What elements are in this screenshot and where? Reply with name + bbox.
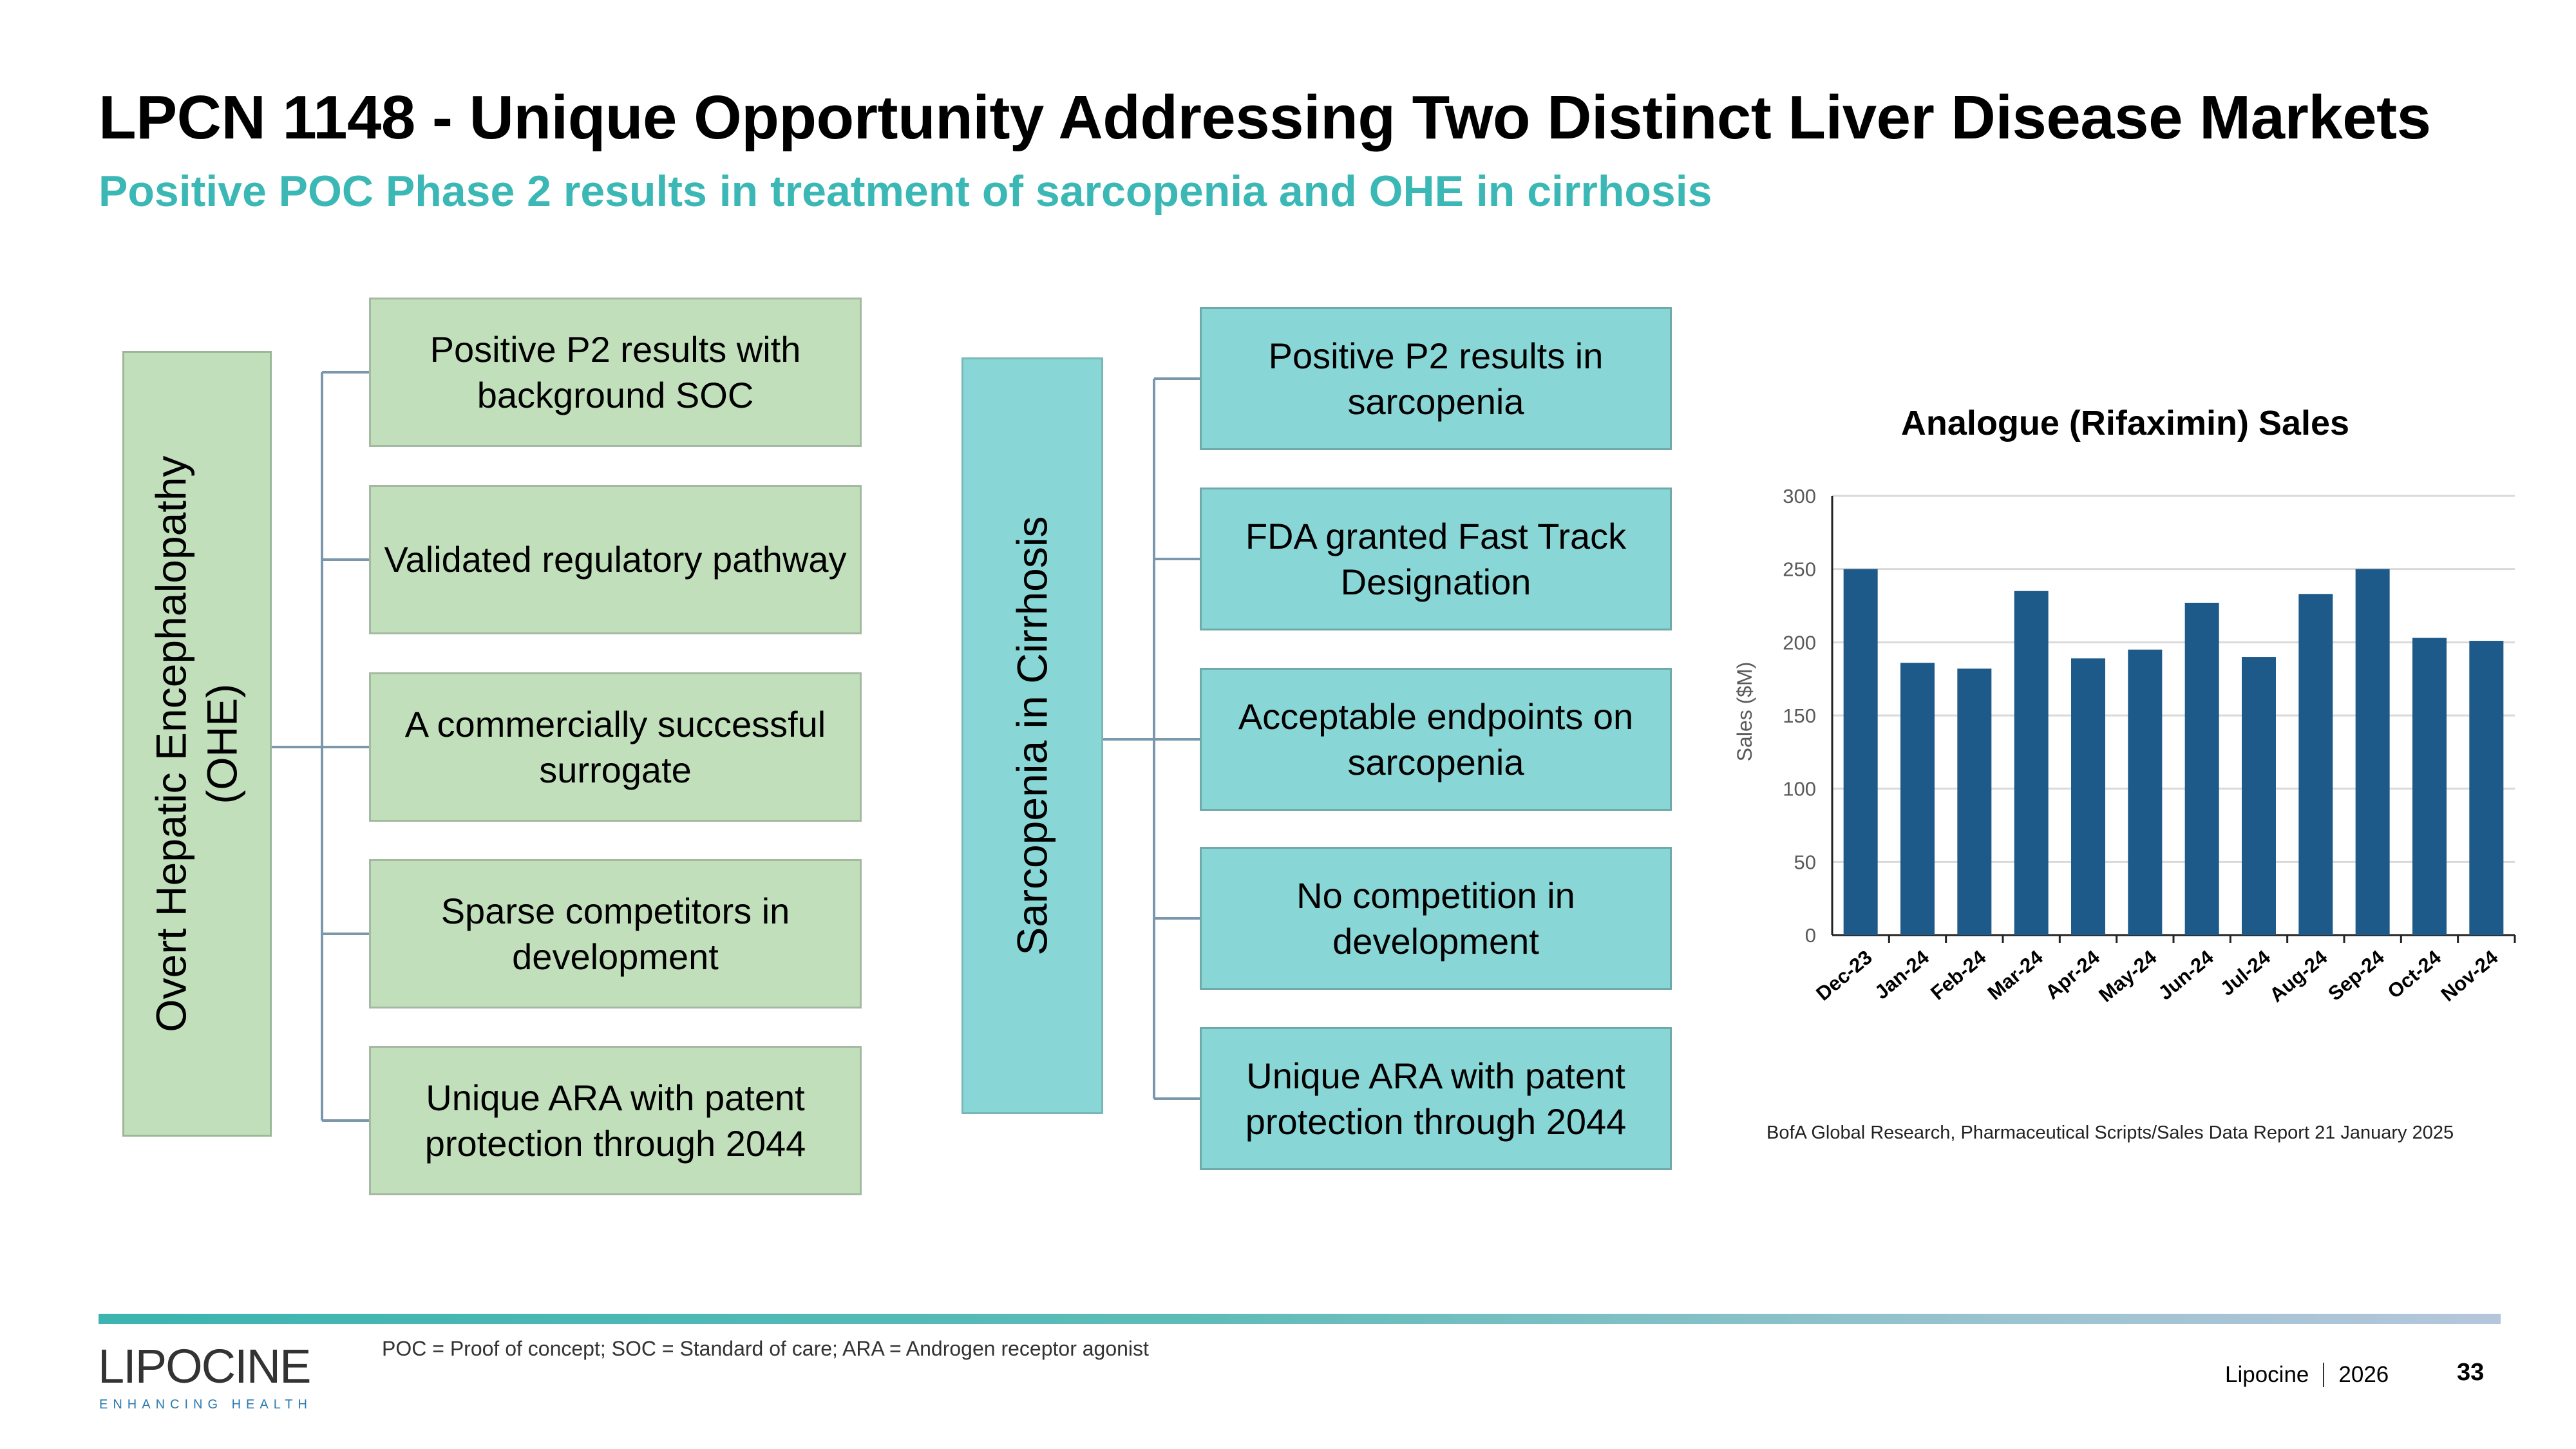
y-tick-label: 100 [1783,778,1816,800]
y-tick-label: 200 [1783,631,1816,654]
ohe-item-3: A commercially successful surrogate [369,672,862,822]
footer-year: 2026 [2338,1362,2389,1387]
sarcopenia-item-1: Positive P2 results in sarcopenia [1200,307,1672,450]
rifaximin-sales-chart: Analogue (Rifaximin) Sales Sales ($M) 0 5… [1733,404,2516,1007]
chart-bars [1843,569,2504,935]
lipocine-logo: LIPOCINE ENHANCING HEALTH [98,1340,312,1412]
x-tick-label: Aug-24 [2265,945,2332,1007]
x-tick-label: Oct-24 [2383,945,2446,1003]
ohe-root-box: Overt Hepatic Encephalopathy (OHE) [122,351,272,1137]
x-tick-label: Jul-24 [2216,945,2275,1000]
sarcopenia-item-4: No competition in development [1200,847,1672,990]
x-tick-label: Feb-24 [1926,945,1991,1005]
x-tick-label: Jan-24 [1870,945,1933,1003]
chart-source-note: BofA Global Research, Pharmaceutical Scr… [1766,1122,2454,1143]
abbreviations-footnote: POC = Proof of concept; SOC = Standard o… [382,1337,1149,1360]
bar-May-24 [2128,649,2163,935]
x-tick-label: Jun-24 [2154,945,2219,1005]
sarcopenia-item-3: Acceptable endpoints on sarcopenia [1200,668,1672,811]
footer-company: Lipocine [2225,1362,2309,1387]
x-tick-label: Nov-24 [2437,945,2503,1006]
bar-Dec-23 [1843,569,1878,935]
ohe-item-5: Unique ARA with patent protection through… [369,1046,862,1195]
footer-separator [2323,1363,2325,1387]
bar-Jun-24 [2184,602,2219,935]
sarcopenia-item-2: FDA granted Fast Track Designation [1200,488,1672,630]
y-tick-label: 150 [1783,705,1816,727]
ohe-item-1: Positive P2 results with background SOC [369,298,862,447]
x-tick-label: May-24 [2094,945,2161,1007]
bar-Feb-24 [1957,668,1992,935]
y-tick-label: 250 [1783,558,1816,581]
chart-y-ticks: 0 50 100 150 200 250 300 [1783,485,1816,947]
x-tick-label: Mar-24 [1984,945,2048,1005]
slide-title: LPCN 1148 - Unique Opportunity Addressin… [99,83,2431,152]
x-tick-label: Dec-23 [1812,946,1876,1005]
svg-text:LIPOCINE: LIPOCINE [98,1340,310,1393]
chart-x-ticks: Dec-23Jan-24Feb-24Mar-24Apr-24May-24Jun-… [1812,945,2503,1007]
bar-Aug-24 [2298,594,2333,935]
chart-gridlines [1831,495,2516,943]
y-tick-label: 50 [1794,851,1816,873]
y-tick-label: 0 [1805,924,1816,947]
bar-Apr-24 [2071,658,2105,935]
bar-Sep-24 [2355,569,2390,935]
slide-subtitle: Positive POC Phase 2 results in treatmen… [99,167,1712,216]
ohe-root-label: Overt Hepatic Encephalopathy [147,455,195,1032]
bar-Mar-24 [2014,591,2049,935]
ohe-item-4: Sparse competitors in development [369,859,862,1009]
sarcopenia-root-box: Sarcopenia in Cirrhosis [961,357,1103,1114]
bar-Jan-24 [1900,663,1935,935]
sarcopenia-item-5: Unique ARA with patent protection through… [1200,1027,1672,1170]
x-tick-label: Apr-24 [2041,945,2104,1003]
svg-text:ENHANCING HEALTH: ENHANCING HEALTH [99,1397,312,1412]
bar-Oct-24 [2412,638,2447,935]
y-tick-label: 300 [1783,485,1816,507]
bar-Nov-24 [2469,641,2504,935]
footer-company-year: Lipocine 2026 [2225,1362,2389,1388]
page-number: 33 [2457,1359,2485,1386]
ohe-root-abbrev: (OHE) [198,683,247,804]
footer-gradient-bar [99,1314,2501,1324]
sarcopenia-root-label: Sarcopenia in Cirrhosis [1008,516,1056,956]
x-tick-label: Sep-24 [2324,945,2389,1005]
ohe-item-2: Validated regulatory pathway [369,485,862,634]
bar-Jul-24 [2242,657,2276,935]
chart-title: Analogue (Rifaximin) Sales [1901,404,2349,442]
chart-y-axis-label: Sales ($M) [1733,662,1756,762]
